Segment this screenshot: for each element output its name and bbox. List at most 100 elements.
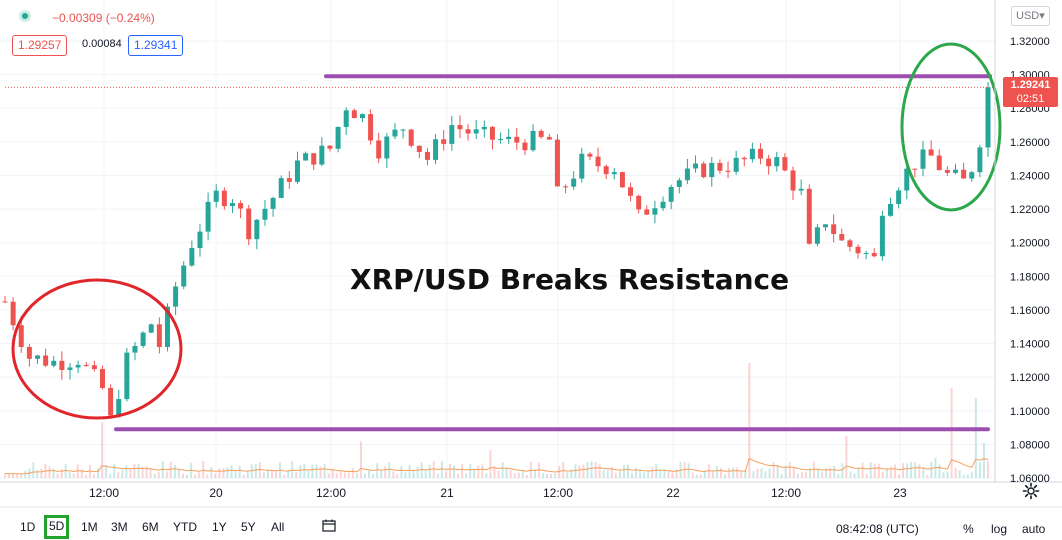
volume-bar [529,461,532,478]
volume-bar [715,466,718,478]
price-tick-label: 1.22000 [1010,204,1050,216]
volume-bars [4,363,989,478]
volume-bar [121,469,124,478]
volume-bar [893,464,896,478]
timeframe-6m[interactable]: 6M [142,520,159,534]
volume-bar [881,471,884,478]
volume-bar [404,472,407,478]
volume-bar [202,461,205,478]
current-price-label: 1.29241 02:51 [1003,77,1058,107]
volume-bar [800,471,803,478]
volume-bar [303,463,306,478]
volume-bar [987,461,989,478]
candle-body [34,355,40,359]
price-tick-label: 1.10000 [1010,406,1050,418]
timeframe-1y[interactable]: 1Y [212,520,227,534]
candle-body [839,234,845,241]
percent-scale-toggle[interactable]: % [963,522,974,536]
candle-body [189,248,195,266]
bid-price-button[interactable]: 1.29257 [12,35,68,56]
volume-bar [137,463,140,478]
log-scale-toggle[interactable]: log [991,522,1008,536]
volume-bar [906,463,909,478]
volume-bar [319,466,322,478]
volume-ma-line [4,457,989,475]
timeframe-3m[interactable]: 3M [111,520,128,534]
volume-bar [691,472,694,478]
candle-body [156,324,162,347]
volume-bar [60,469,63,478]
volume-bar [631,473,634,478]
volume-bar [982,442,985,478]
volume-bar [133,463,136,478]
time-tick-label: 12:00 [89,486,119,500]
candle-body [213,190,219,202]
volume-bar [954,467,957,478]
candle-body [530,130,536,151]
candle-body [953,169,959,173]
volume-bar [335,472,338,478]
timeframe-5y[interactable]: 5Y [241,520,256,534]
volume-bar [829,467,832,478]
volume-bar [946,471,949,478]
volume-bar [396,474,399,478]
currency-selector[interactable]: USD▾ [1011,6,1050,26]
volume-bar [181,473,184,478]
candle-body [67,367,73,370]
volume-bar [910,461,913,478]
candle-body [75,364,81,368]
candle-body [977,147,983,173]
volume-bar [546,473,549,478]
volume-bar [113,463,116,478]
volume-bar [238,465,241,478]
volume-bar [473,468,476,478]
volume-bar [68,472,71,478]
timeframe-1m[interactable]: 1M [81,520,98,534]
volume-bar [351,468,354,478]
candle-body [441,139,447,144]
candle-body [538,130,544,137]
candle-body [709,162,715,178]
gear-icon[interactable] [1022,482,1040,500]
ask-price-button[interactable]: 1.29341 [128,35,184,56]
utc-clock[interactable]: 08:42:08 (UTC) [836,522,919,536]
volume-bar [922,467,925,478]
candle-body [676,180,682,187]
volume-bar [825,468,828,478]
volume-bar [792,467,795,478]
timeframe-all[interactable]: All [271,520,285,534]
volume-bar [740,471,743,478]
volume-bar [974,398,977,478]
volume-bar [384,466,387,478]
volume-bar [659,469,662,478]
volume-bar [837,473,840,478]
timeframe-1d[interactable]: 1D [20,520,36,534]
volume-bar [889,466,892,478]
volume-bar [918,464,921,478]
volume-bar [744,471,747,478]
candle-body [944,170,950,173]
volume-bar [736,467,739,478]
calendar-range-icon[interactable] [322,519,336,532]
time-tick-label: 21 [440,486,454,500]
candle-body [904,168,910,191]
candle-body [896,190,902,204]
volume-bar [465,473,468,478]
price-tick-label: 1.20000 [1010,238,1050,250]
volume-bar [331,468,334,478]
volume-bar [861,462,864,478]
volume-bar [307,470,310,478]
timeframe-ytd[interactable]: YTD [173,520,197,534]
timeframe-5d[interactable]: 5D [44,515,70,539]
volume-bar [311,464,314,478]
auto-scale-toggle[interactable]: auto [1022,522,1046,536]
candle-body [806,188,812,244]
candle-body [83,364,89,366]
volume-bar [598,464,601,478]
volume-bar [748,363,751,478]
volume-bar [550,474,553,478]
candle-body [814,227,820,244]
volume-bar [574,464,577,478]
candle-body [855,246,861,254]
